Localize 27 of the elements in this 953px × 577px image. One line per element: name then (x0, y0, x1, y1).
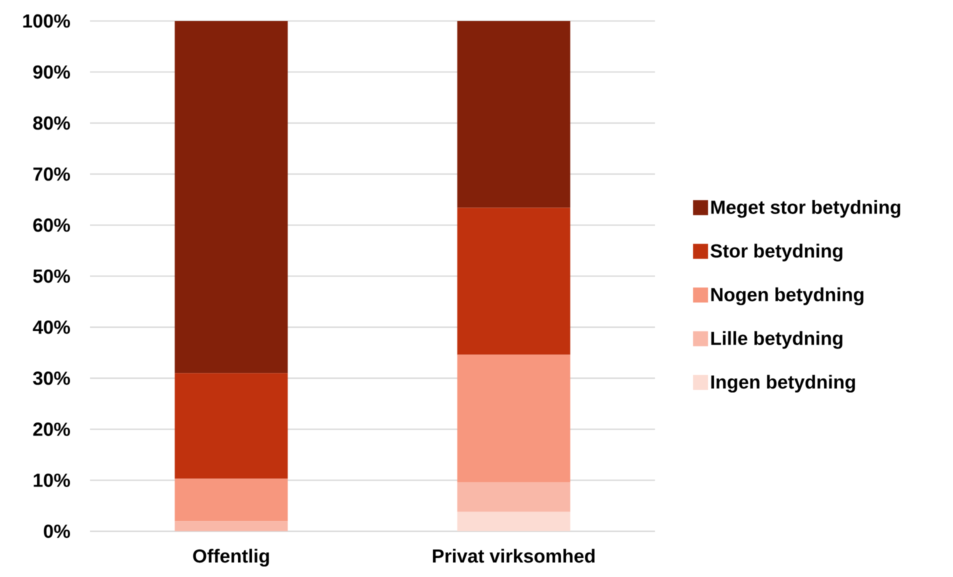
bar (174, 373, 288, 479)
y-tick-label: 90% (33, 65, 70, 79)
y-tick-label: 60% (33, 218, 70, 232)
y-tick-label: 80% (33, 116, 70, 130)
bar (457, 482, 570, 512)
bar (174, 20, 288, 374)
bar (174, 478, 288, 522)
bar (174, 521, 288, 532)
legend-label: Meget stor betydning (711, 200, 900, 218)
y-tick-label: 30% (33, 371, 70, 385)
x-tick-label: Privat virksomhed (432, 548, 595, 563)
x-tick-label: Offentlig (193, 548, 269, 567)
y-tick-label: 40% (32, 320, 70, 334)
bar (457, 512, 570, 532)
y-tick-label: 100% (23, 14, 70, 28)
legend-label: Lille betydning (711, 331, 842, 349)
bar (457, 208, 570, 355)
y-tick-label: 20% (33, 422, 70, 436)
y-tick-label: 50% (33, 269, 70, 283)
y-tick-label: 10% (34, 474, 70, 487)
y-tick-label: 0% (44, 524, 70, 538)
y-tick-label: 70% (33, 167, 70, 181)
legend-label: Ingen betydning (711, 374, 855, 393)
bar (457, 354, 570, 482)
legend-label: Nogen betydning (711, 287, 864, 306)
bar (457, 20, 570, 208)
legend-label: Stor betydning (710, 244, 842, 262)
